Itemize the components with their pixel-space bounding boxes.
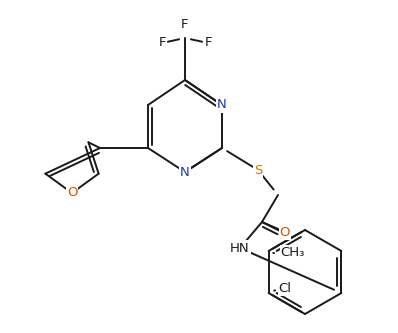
Text: O: O bbox=[67, 186, 77, 199]
Text: S: S bbox=[254, 164, 262, 176]
Text: HN: HN bbox=[230, 241, 250, 254]
Text: F: F bbox=[158, 37, 166, 50]
Text: O: O bbox=[280, 225, 290, 238]
Text: CH₃: CH₃ bbox=[281, 246, 305, 259]
Text: Cl: Cl bbox=[279, 281, 292, 294]
Text: F: F bbox=[204, 37, 212, 50]
Text: N: N bbox=[217, 99, 227, 112]
Text: N: N bbox=[180, 166, 190, 178]
Text: F: F bbox=[181, 19, 189, 32]
